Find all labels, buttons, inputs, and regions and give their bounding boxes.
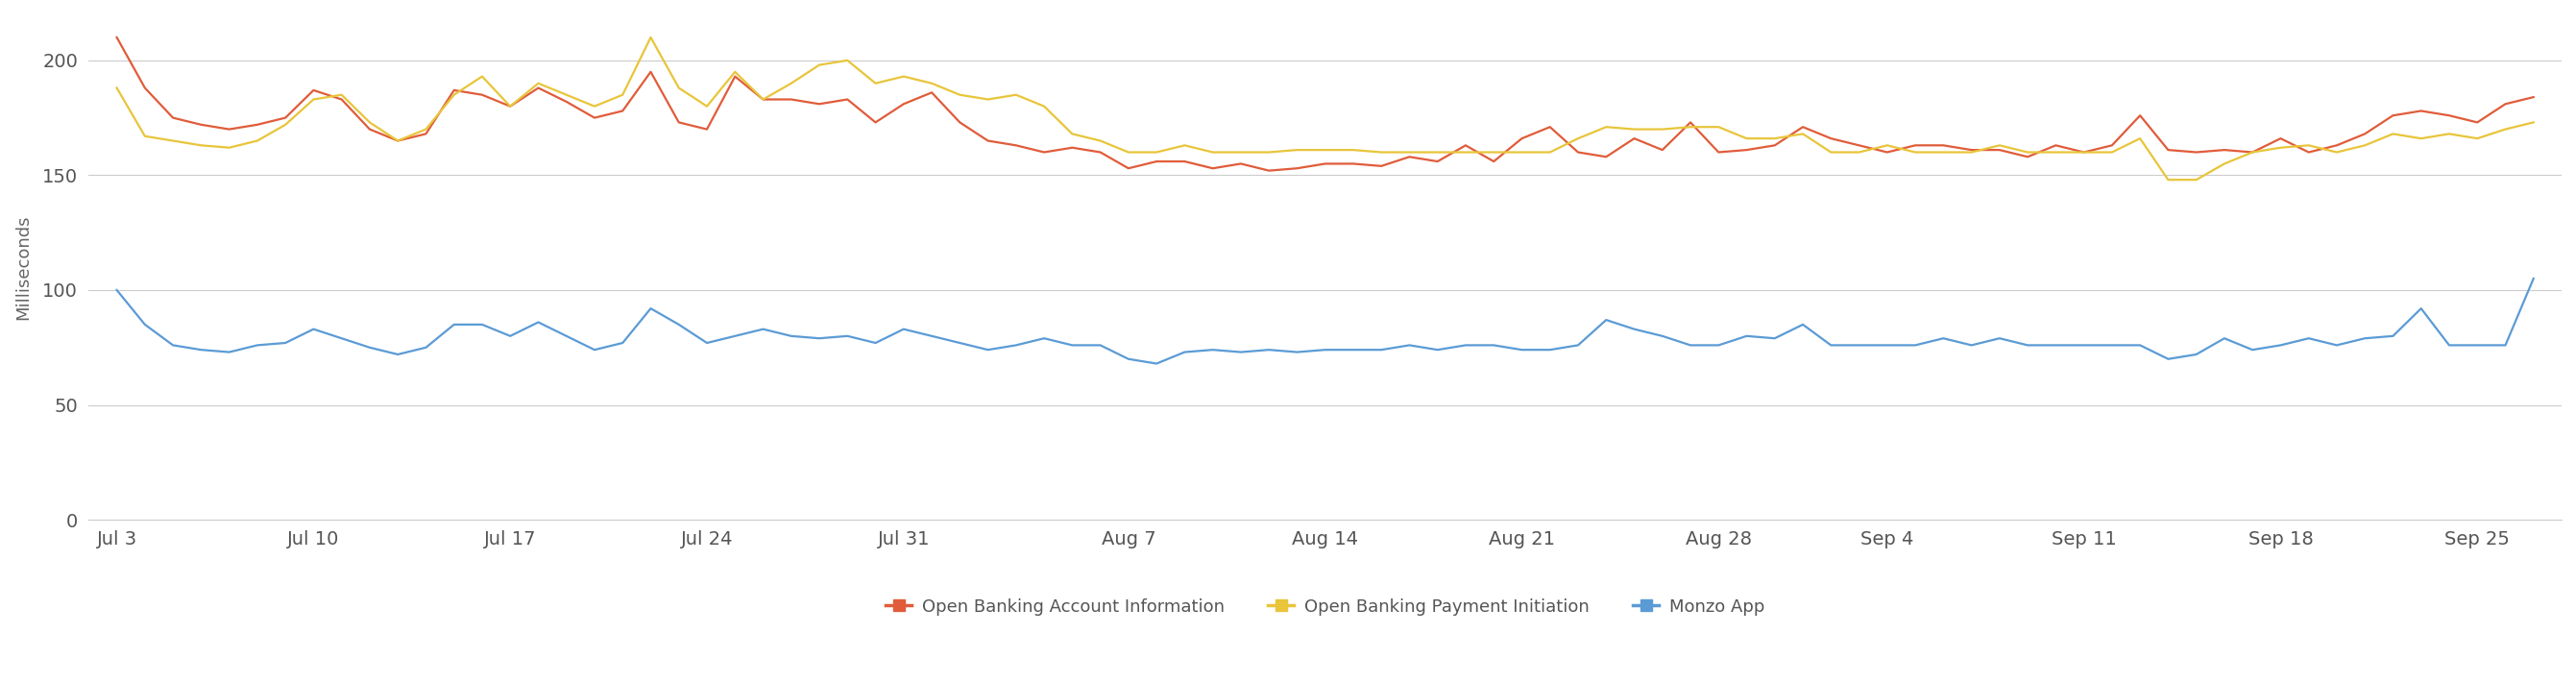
Legend: Open Banking Account Information, Open Banking Payment Initiation, Monzo App: Open Banking Account Information, Open B…	[878, 591, 1772, 623]
Y-axis label: Milliseconds: Milliseconds	[15, 215, 31, 320]
